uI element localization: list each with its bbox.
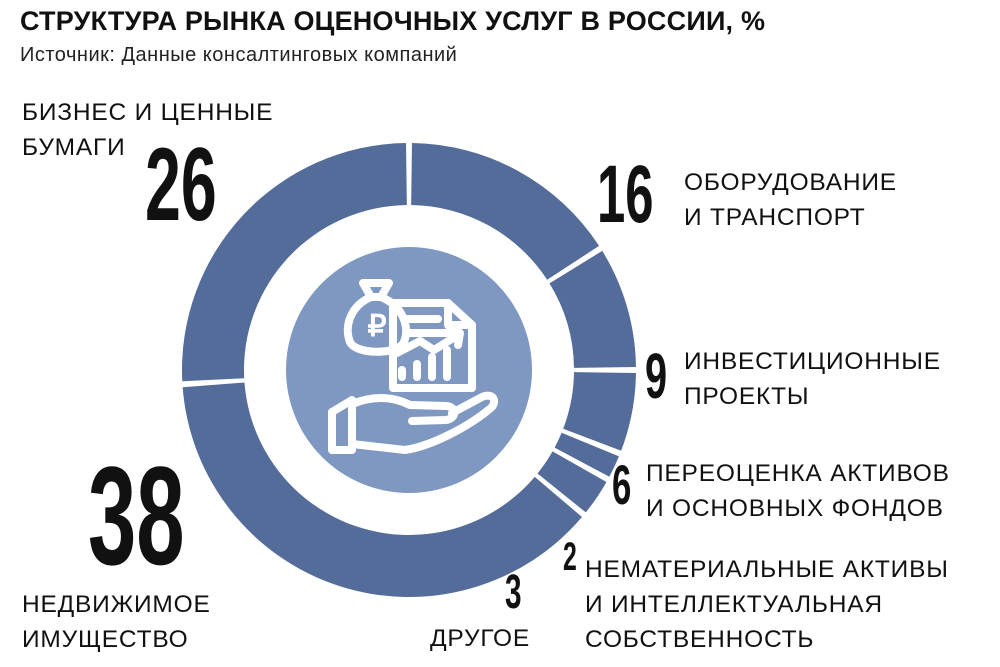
label-business-securities: БИЗНЕС И ЦЕННЫЕ БУМАГИ [22,95,273,165]
value-business-securities: 26 [145,127,217,243]
label-line: И ОСНОВНЫХ ФОНДОВ [646,495,944,522]
label-line: ПРОЕКТЫ [684,383,810,410]
label-line: ДРУГОЕ [430,625,531,652]
label-line: ПЕРЕОЦЕНКА АКТИВОВ [646,460,950,487]
label-equipment-transport: ОБОРУДОВАНИЕ И ТРАНСПОРТ [684,165,897,235]
money-bag-hand-document-growth-icon [328,279,499,454]
label-investment-projects: ИНВЕСТИЦИОННЫЕ ПРОЕКТЫ [684,344,941,414]
donut-segment-equipment-transport [411,143,600,280]
chart-source: Источник: Данные консалтинговых компаний [20,44,458,66]
donut-segment-investment-projects [549,250,636,368]
label-intangible-assets: НЕМАТЕРИАЛЬНЫЕ АКТИВЫ И ИНТЕЛЛЕКТУАЛЬНАЯ… [585,552,949,657]
donut-segment-real-estate [182,382,582,597]
label-line: НЕДВИЖИМОЕ [22,591,211,618]
label-real-estate: НЕДВИЖИМОЕ ИМУЩЕСТВО [22,587,211,657]
donut-segment-asset-revaluation [563,372,636,451]
ruble-sign-icon: ₽ [367,310,386,343]
label-line: БУМАГИ [22,134,126,161]
label-line: СОБСТВЕННОСТЬ [585,626,815,653]
value-equipment-transport: 16 [597,149,654,240]
donut-segment-intangible-assets [554,432,619,477]
label-line: ОБОРУДОВАНИЕ [684,169,897,196]
label-line: ИНВЕСТИЦИОННЫЕ [684,348,941,375]
label-line: БИЗНЕС И ЦЕННЫЕ [22,99,274,126]
value-investment-projects: 9 [645,340,668,412]
value-asset-revaluation: 6 [612,453,632,516]
value-intangible-assets: 2 [563,535,577,579]
value-real-estate: 38 [88,437,185,594]
inner-disc [286,247,532,493]
label-line: И ТРАНСПОРТ [684,204,866,231]
value-other: 3 [505,566,522,619]
chart-title: СТРУКТУРА РЫНКА ОЦЕНОЧНЫХ УСЛУГ В РОССИИ… [20,6,766,36]
label-line: И ИНТЕЛЛЕКТУАЛЬНАЯ [585,591,883,618]
label-line: ИМУЩЕСТВО [22,626,189,653]
label-other: ДРУГОЕ [430,621,530,656]
donut-segment-other [537,451,607,513]
label-asset-revaluation: ПЕРЕОЦЕНКА АКТИВОВ И ОСНОВНЫХ ФОНДОВ [646,456,950,526]
donut-segment-business-securities [182,143,407,382]
label-line: НЕМАТЕРИАЛЬНЫЕ АКТИВЫ [585,556,949,583]
